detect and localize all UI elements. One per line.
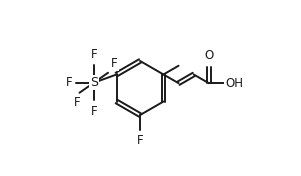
Text: O: O [204,49,213,62]
Text: OH: OH [225,77,244,90]
Text: F: F [90,48,97,61]
Text: F: F [137,134,143,147]
Text: F: F [111,57,118,70]
Text: F: F [73,96,80,109]
Text: S: S [90,76,98,89]
Text: F: F [90,105,97,118]
Text: F: F [66,76,73,89]
